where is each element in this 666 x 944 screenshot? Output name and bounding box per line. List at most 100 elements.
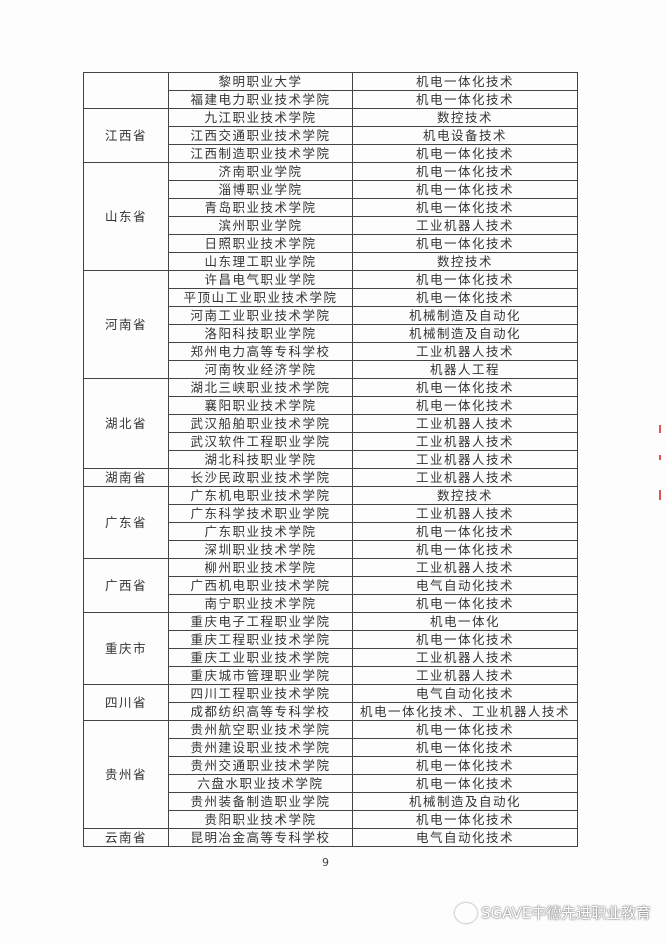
major-cell: 机电一体化技术 bbox=[352, 522, 578, 541]
table-row: 河南牧业经济学院 机器人工程 bbox=[84, 360, 578, 379]
table-row: 湖南省 长沙民政职业技术学院 工业机器人技术 bbox=[83, 468, 578, 487]
school-cell: 济南职业学院 bbox=[168, 162, 353, 181]
major-cell: 工业机器人技术 bbox=[352, 558, 578, 577]
table-row: 南宁职业技术学院 机电一体化技术 bbox=[84, 594, 578, 613]
table-row: 重庆城市管理职业学院 工业机器人技术 bbox=[84, 666, 578, 685]
major-cell: 机电一体化技术 bbox=[352, 90, 578, 109]
school-cell: 广西机电职业技术学院 bbox=[168, 576, 353, 595]
wechat-icon bbox=[455, 902, 477, 923]
school-cell: 重庆工业职业技术学院 bbox=[168, 648, 353, 667]
table-row: 湖北科技职业学院 工业机器人技术 bbox=[84, 450, 578, 469]
school-cell: 平顶山工业职业技术学院 bbox=[168, 288, 353, 307]
school-cell: 河南工业职业技术学院 bbox=[168, 306, 353, 325]
school-cell: 重庆工程职业技术学院 bbox=[168, 630, 353, 649]
school-cell: 六盘水职业技术学院 bbox=[168, 774, 353, 793]
major-cell: 数控技术 bbox=[352, 486, 578, 505]
school-cell: 武汉船舶职业技术学院 bbox=[168, 414, 353, 433]
major-cell: 工业机器人技术 bbox=[352, 432, 578, 451]
table-row: 山东理工职业学院 数控技术 bbox=[84, 252, 578, 271]
school-cell: 福建电力职业技术学院 bbox=[168, 90, 353, 109]
school-cell: 重庆城市管理职业学院 bbox=[168, 666, 353, 685]
school-cell: 九江职业技术学院 bbox=[168, 108, 353, 127]
school-cell: 长沙民政职业技术学院 bbox=[168, 468, 353, 487]
school-cell: 贵州建设职业技术学院 bbox=[168, 738, 353, 757]
school-cell: 柳州职业技术学院 bbox=[168, 558, 353, 577]
major-cell: 工业机器人技术 bbox=[352, 450, 578, 469]
major-cell: 机电一体化 bbox=[352, 612, 578, 631]
major-cell: 电气自动化技术 bbox=[352, 576, 578, 595]
major-cell: 机电一体化技术 bbox=[352, 162, 578, 181]
major-cell: 工业机器人技术 bbox=[352, 648, 578, 667]
major-cell: 工业机器人技术 bbox=[352, 414, 578, 433]
table-row: 江西省 九江职业技术学院 数控技术 bbox=[83, 108, 578, 163]
major-cell: 机电一体化技术 bbox=[352, 594, 578, 613]
major-cell: 工业机器人技术 bbox=[352, 216, 578, 235]
table-row: 广西省 柳州职业技术学院 工业机器人技术 bbox=[83, 558, 578, 613]
table-row: 六盘水职业技术学院 机电一体化技术 bbox=[84, 774, 578, 793]
table-row: 山东省 济南职业学院 机电一体化技术 bbox=[83, 162, 578, 271]
major-cell: 机电一体化技术 bbox=[352, 540, 578, 559]
table-row: 贵州省 贵州航空职业技术学院 机电一体化技术 bbox=[83, 720, 578, 829]
table-row: 贵州装备制造职业学院 机械制造及自动化 bbox=[84, 792, 578, 811]
table-row: 河南省 许昌电气职业学院 机电一体化技术 bbox=[83, 270, 578, 379]
school-cell: 广东机电职业技术学院 bbox=[168, 486, 353, 505]
province-cell: 重庆市 bbox=[83, 612, 169, 685]
school-cell: 淄博职业学院 bbox=[168, 180, 353, 199]
table-row: 郑州电力高等专科学校 工业机器人技术 bbox=[84, 342, 578, 361]
major-cell: 工业机器人技术 bbox=[352, 342, 578, 361]
scan-mark bbox=[659, 455, 661, 460]
table-row: 滨州职业学院 工业机器人技术 bbox=[84, 216, 578, 235]
table-row: 河南工业职业技术学院 机械制造及自动化 bbox=[84, 306, 578, 325]
table-row: 江西制造职业技术学院 机电一体化技术 bbox=[84, 144, 578, 163]
province-cell: 云南省 bbox=[83, 828, 169, 847]
table-row: 四川省 四川工程职业技术学院 电气自动化技术 bbox=[83, 684, 578, 721]
province-cell: 四川省 bbox=[83, 684, 169, 721]
major-cell: 工业机器人技术 bbox=[352, 666, 578, 685]
major-cell: 机电一体化技术 bbox=[352, 630, 578, 649]
major-cell: 机电一体化技术 bbox=[352, 396, 578, 415]
table-row: 湖北省 湖北三峡职业技术学院 机电一体化技术 bbox=[83, 378, 578, 469]
page-number: 9 bbox=[322, 856, 329, 869]
major-cell: 电气自动化技术 bbox=[352, 828, 578, 847]
province-cell: 湖南省 bbox=[83, 468, 169, 487]
table-row: 黎明职业大学 机电一体化技术 bbox=[83, 72, 578, 109]
major-cell: 机电一体化技术 bbox=[352, 72, 578, 91]
table-row: 广东省 广东机电职业技术学院 数控技术 bbox=[83, 486, 578, 559]
table-row: 广东科学技术职业学院 工业机器人技术 bbox=[84, 504, 578, 523]
province-cell: 河南省 bbox=[83, 270, 169, 379]
school-cell: 重庆电子工程职业学院 bbox=[168, 612, 353, 631]
school-cell: 成都纺织高等专科学校 bbox=[168, 702, 353, 721]
major-cell: 机电一体化技术 bbox=[352, 774, 578, 793]
school-cell: 郑州电力高等专科学校 bbox=[168, 342, 353, 361]
table-row: 贵州建设职业技术学院 机电一体化技术 bbox=[84, 738, 578, 757]
major-cell: 工业机器人技术 bbox=[352, 504, 578, 523]
school-cell: 湖北科技职业学院 bbox=[168, 450, 353, 469]
school-cell: 四川工程职业技术学院 bbox=[168, 684, 353, 703]
school-cell: 武汉软件工程职业学院 bbox=[168, 432, 353, 451]
major-cell: 机电一体化技术 bbox=[352, 144, 578, 163]
table-row: 洛阳科技职业学院 机械制造及自动化 bbox=[84, 324, 578, 343]
school-cell: 河南牧业经济学院 bbox=[168, 360, 353, 379]
school-cell: 湖北三峡职业技术学院 bbox=[168, 378, 353, 397]
province-cell: 广东省 bbox=[83, 486, 169, 559]
table-row: 重庆工程职业技术学院 机电一体化技术 bbox=[84, 630, 578, 649]
province-cell: 贵州省 bbox=[83, 720, 169, 829]
school-cell: 襄阳职业技术学院 bbox=[168, 396, 353, 415]
school-cell: 许昌电气职业学院 bbox=[168, 270, 353, 289]
table-row: 日照职业技术学院 机电一体化技术 bbox=[84, 234, 578, 253]
province-cell: 广西省 bbox=[83, 558, 169, 613]
school-cell: 山东理工职业学院 bbox=[168, 252, 353, 271]
major-cell: 机电一体化技术 bbox=[352, 720, 578, 739]
major-cell: 机电一体化技术 bbox=[352, 756, 578, 775]
school-cell: 江西制造职业技术学院 bbox=[168, 144, 353, 163]
school-cell: 贵州航空职业技术学院 bbox=[168, 720, 353, 739]
major-cell: 机器人工程 bbox=[352, 360, 578, 379]
major-cell: 机电一体化技术 bbox=[352, 270, 578, 289]
major-cell: 机械制造及自动化 bbox=[352, 324, 578, 343]
major-cell: 机电一体化技术、工业机器人技术 bbox=[352, 702, 578, 721]
school-major-table: 黎明职业大学 机电一体化技术 福建电力职业技术学院 机电一体化技术 江西省 九江职业技术学… bbox=[83, 72, 578, 847]
province-cell: 湖北省 bbox=[83, 378, 169, 469]
table-body: 黎明职业大学 机电一体化技术 福建电力职业技术学院 机电一体化技术 江西省 九江职业技术学… bbox=[83, 72, 578, 847]
table-row: 广东职业技术学院 机电一体化技术 bbox=[84, 522, 578, 541]
school-cell: 黎明职业大学 bbox=[168, 72, 353, 91]
